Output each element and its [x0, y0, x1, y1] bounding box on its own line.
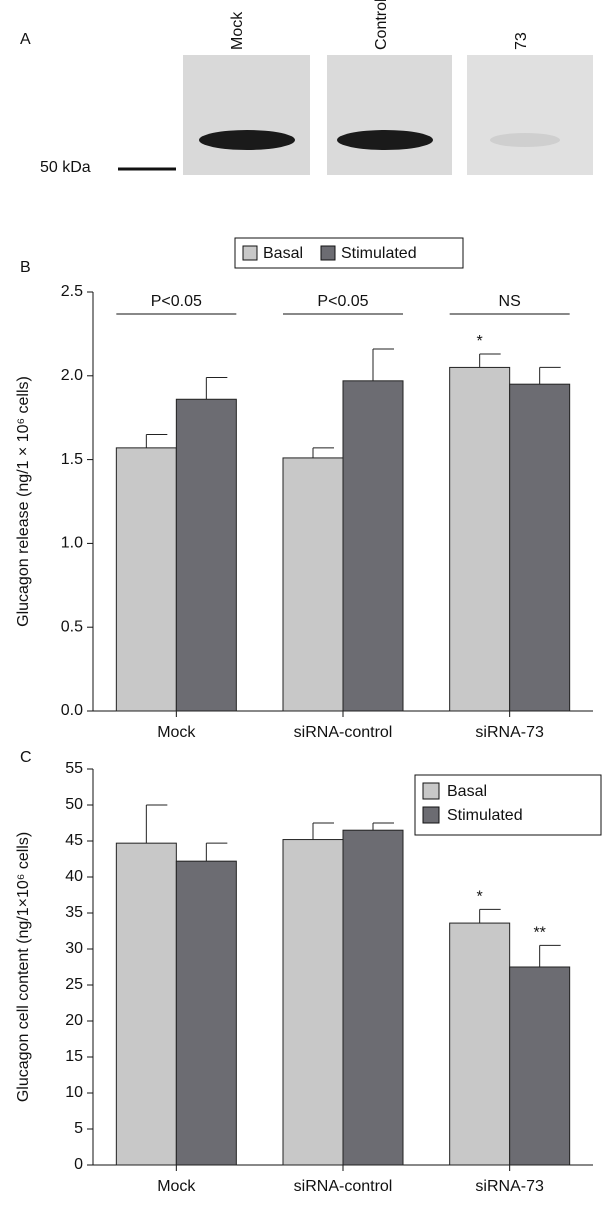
error-bar [540, 945, 561, 967]
blot-lane [467, 55, 593, 175]
y-axis-title: Glucagon cell content (ng/1×10⁶ cells) [15, 832, 32, 1102]
y-tick-label: 2.5 [61, 283, 83, 300]
y-tick-label: 1.0 [61, 535, 83, 552]
bar [283, 840, 343, 1165]
group-label: P<0.05 [151, 293, 202, 310]
legend-box [415, 775, 601, 835]
panel-label: C [20, 749, 32, 766]
error-bar [146, 434, 167, 447]
blot-band [337, 130, 433, 150]
group-label: NS [499, 293, 521, 310]
error-bar [206, 377, 227, 399]
x-tick-label: siRNA-control [294, 1178, 393, 1195]
blot-band [199, 130, 295, 150]
y-tick-label: 20 [65, 1012, 83, 1029]
x-tick-label: siRNA-73 [475, 724, 544, 741]
legend-swatch [423, 783, 439, 799]
bar [116, 448, 176, 711]
legend-swatch [243, 246, 257, 260]
error-bar [313, 448, 334, 458]
legend-swatch [423, 807, 439, 823]
error-bar [313, 823, 334, 840]
error-bar [206, 843, 227, 861]
y-tick-label: 15 [65, 1048, 83, 1065]
legend-label: Stimulated [341, 245, 417, 262]
error-bar [373, 349, 394, 381]
page: A Mock Control 73 50 kDa B Glucagon relea… [0, 0, 607, 1206]
significance-marker: ** [533, 925, 545, 942]
y-tick-label: 40 [65, 868, 83, 885]
y-tick-label: 1.5 [61, 451, 83, 468]
y-tick-label: 50 [65, 796, 83, 813]
bar [343, 381, 403, 711]
y-tick-label: 5 [74, 1120, 83, 1137]
lane-label: Control [373, 0, 390, 50]
bar [343, 830, 403, 1165]
bar [176, 861, 236, 1165]
bar [510, 967, 570, 1165]
y-tick-label: 25 [65, 976, 83, 993]
x-tick-label: siRNA-control [294, 724, 393, 741]
significance-marker: * [477, 333, 483, 350]
group-label: P<0.05 [317, 293, 368, 310]
blot-lane [327, 55, 452, 175]
bar [116, 843, 176, 1165]
x-tick-label: Mock [157, 724, 196, 741]
bar [283, 458, 343, 711]
error-bar [373, 823, 394, 830]
y-tick-label: 30 [65, 940, 83, 957]
error-bar [480, 909, 501, 923]
y-tick-label: 35 [65, 904, 83, 921]
bar [450, 923, 510, 1165]
y-tick-label: 2.0 [61, 367, 83, 384]
lane-label: Mock [229, 11, 246, 50]
y-axis-title: Glucagon release (ng/1 × 10⁶ cells) [15, 376, 32, 627]
y-tick-label: 0.5 [61, 618, 83, 635]
significance-marker: * [477, 889, 483, 906]
panel-label: A [20, 31, 31, 48]
error-bar [480, 354, 501, 367]
marker-label: 50 kDa [40, 159, 91, 176]
panel-label: B [20, 259, 31, 276]
blot-band [490, 133, 560, 147]
bar [510, 384, 570, 711]
y-tick-label: 10 [65, 1084, 83, 1101]
error-bar [146, 805, 167, 843]
error-bar [540, 367, 561, 384]
blot-lane [183, 55, 310, 175]
bar [450, 367, 510, 711]
lane-label: 73 [513, 32, 530, 50]
legend-label: Stimulated [447, 807, 523, 824]
figure: A Mock Control 73 50 kDa B Glucagon relea… [0, 0, 607, 1206]
y-tick-label: 45 [65, 832, 83, 849]
legend-swatch [321, 246, 335, 260]
x-tick-label: Mock [157, 1178, 196, 1195]
y-tick-label: 0 [74, 1156, 83, 1173]
y-tick-label: 0.0 [61, 702, 83, 719]
legend-label: Basal [447, 783, 487, 800]
x-tick-label: siRNA-73 [475, 1178, 544, 1195]
legend-label: Basal [263, 245, 303, 262]
bar [176, 399, 236, 711]
y-tick-label: 55 [65, 760, 83, 777]
